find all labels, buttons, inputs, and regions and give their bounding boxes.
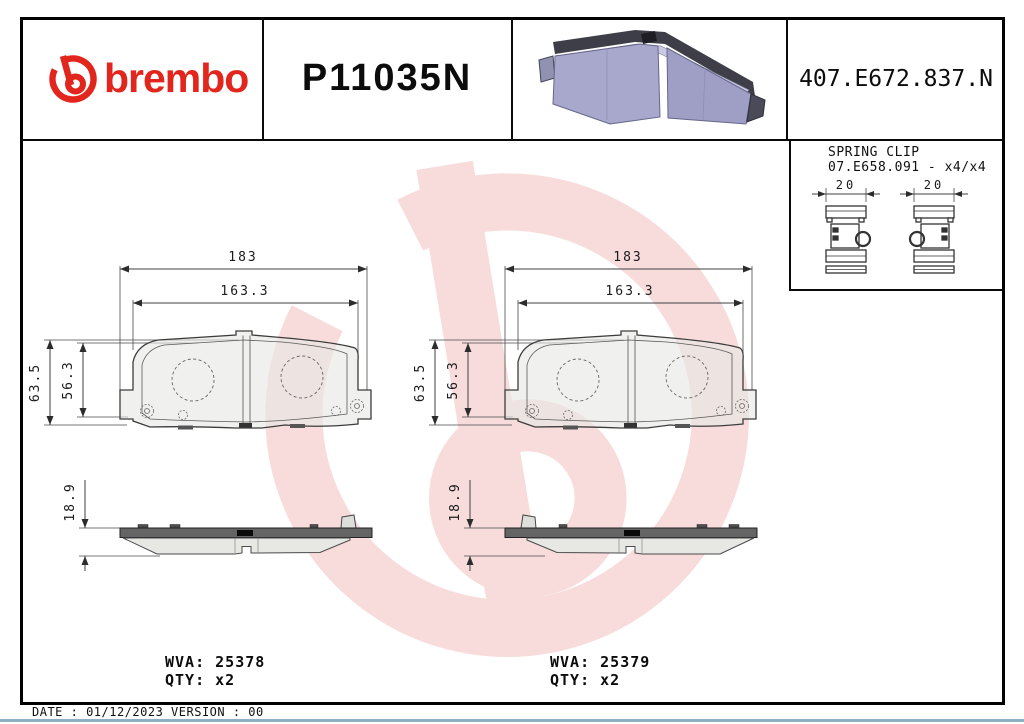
wva-value: 25378 [215,653,266,671]
dim-pad-width: 163.3 [605,284,654,299]
pad-side-view [119,514,373,555]
dim-pad-height: 56.3 [61,360,76,399]
brake-pad-3d-image [538,29,766,125]
qty-label-left: QTY: x2 [165,671,235,689]
part-number-cell: P11035N [263,17,511,140]
wva-value: 25379 [600,653,651,671]
header-divider-3 [786,17,788,140]
qty-value: x2 [600,671,621,689]
dim-thickness: 18.9 [448,482,463,521]
dim-pad-height: 56.3 [446,360,461,399]
header-divider-1 [262,17,264,140]
qty-key: QTY: [165,671,206,689]
clip-width-label: 20 [836,178,856,192]
dim-overall-width: 183 [228,250,257,265]
header-divider-2 [511,17,513,140]
pad-side-view [504,514,758,555]
spring-clip-title: SPRING CLIP [828,145,920,160]
wva-label-right: WVA: 25379 [550,653,650,671]
qty-key: QTY: [550,671,591,689]
page-bottom-edge [0,719,1024,722]
part-number: P11035N [301,57,473,99]
spring-clip-box-left-border [789,140,791,290]
pad-drawing-left: 183 163.3 63.5 56.3 [28,250,373,571]
wva-label-left: WVA: 25378 [165,653,265,671]
header-bottom-border [20,139,1005,141]
dim-pad-width: 163.3 [220,284,269,299]
dim-thickness: 18.9 [63,482,78,521]
pad-drawing-right: 183 163.3 63.5 56.3 [413,250,758,571]
reference-number: 407.E672.837.N [799,65,993,92]
brand-cell: brembo [20,17,263,140]
brembo-logo-icon [49,54,97,103]
clip-width-label: 20 [924,178,944,192]
pad-front-view [119,330,372,430]
pad-front-view [504,330,757,430]
qty-label-right: QTY: x2 [550,671,620,689]
date-version-line: DATE : 01/12/2023 VERSION : 00 [32,705,264,719]
spring-clip-diagram-left: 20 [812,178,880,274]
brembo-watermark-icon [265,160,749,657]
dim-overall-height: 63.5 [28,363,43,402]
dim-overall-width: 183 [613,250,642,265]
wva-key: WVA: [165,653,206,671]
dim-overall-height: 63.5 [413,363,428,402]
brand-wordmark: brembo [104,55,249,101]
spring-clip-box-bottom-border [789,289,1005,291]
spring-clip-diagram-right: 20 [900,178,968,274]
reference-cell: 407.E672.837.N [787,17,1005,140]
wva-key: WVA: [550,653,591,671]
qty-value: x2 [215,671,236,689]
spring-clip-code: 07.E658.091 - x4/x4 [828,160,987,175]
pad-image-cell [512,17,786,140]
